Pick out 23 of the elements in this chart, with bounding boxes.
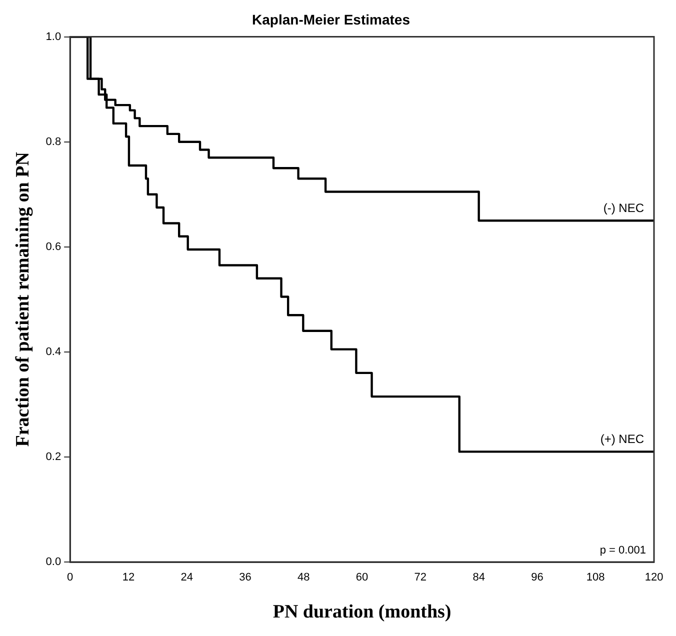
y-tick-label: 0.8	[46, 136, 62, 148]
x-tick-label: 84	[472, 572, 485, 584]
y-tick-label: 0.6	[46, 240, 62, 253]
y-tick-label: 1.0	[46, 30, 62, 43]
x-tick-label: 36	[239, 572, 252, 584]
y-tick-label: 0.2	[46, 450, 62, 463]
x-tick-label: 120	[644, 572, 664, 584]
series-label: (-) NEC	[603, 200, 644, 215]
x-tick-label: 96	[531, 572, 544, 584]
y-tick-label: 0.4	[46, 346, 62, 358]
annotation: p = 0.001	[600, 544, 646, 557]
x-tick-label: 108	[586, 572, 605, 584]
y-tick-label: 0.0	[46, 556, 62, 568]
x-tick-label: 60	[356, 572, 368, 584]
x-tick-label: 24	[180, 572, 193, 584]
x-tick-label: 12	[122, 572, 135, 584]
y-axis-title: Fraction of patient remaining on PN	[12, 152, 34, 447]
series-label: (+) NEC	[600, 432, 644, 446]
x-tick-label: 0	[67, 572, 74, 584]
x-tick-label: 48	[298, 572, 310, 584]
x-axis-title: PN duration (months)	[272, 602, 452, 623]
x-tick-label: 72	[414, 572, 427, 584]
chart-title: Kaplan-Meier Estimates	[252, 11, 410, 28]
